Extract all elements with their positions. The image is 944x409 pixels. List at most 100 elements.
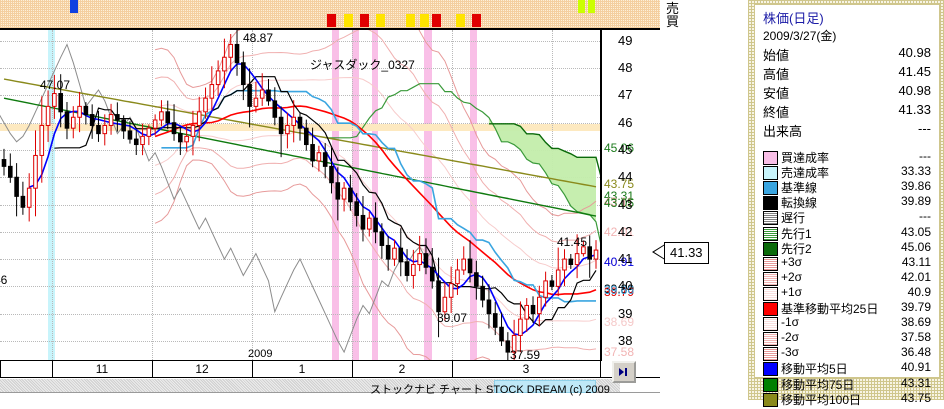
scrollbar-track[interactable] xyxy=(0,378,620,393)
candlestick xyxy=(537,296,542,315)
signal-marker-yellow[interactable] xyxy=(376,14,385,27)
signal-marker-yellow[interactable] xyxy=(420,14,429,27)
ohlc-row: 終値 41.33 xyxy=(763,102,931,121)
candlestick xyxy=(574,253,580,266)
legend-value: 33.33 xyxy=(900,164,931,179)
legend-color-swatch xyxy=(763,211,778,226)
candlestick xyxy=(417,253,422,266)
annotation-left-clipped: 46 xyxy=(0,273,8,287)
candlestick xyxy=(442,296,448,313)
legend-color-swatch xyxy=(763,166,778,181)
candlestick xyxy=(379,231,385,246)
legend-value: --- xyxy=(919,149,931,163)
gridline-v xyxy=(552,30,553,360)
candlestick xyxy=(297,116,303,129)
candlestick xyxy=(89,114,95,126)
gridline-h xyxy=(0,177,600,179)
signal-marker-red[interactable] xyxy=(472,14,481,27)
candlestick xyxy=(14,176,19,197)
series-value-label: 39.89 xyxy=(604,282,635,297)
legend-value: 43.75 xyxy=(900,390,931,405)
candlestick xyxy=(423,253,429,268)
callout-value: 41.33 xyxy=(664,242,709,264)
candlestick xyxy=(467,258,473,274)
legend-row[interactable]: +3σ 43.11 xyxy=(763,255,931,273)
scroll-right-button[interactable] xyxy=(612,361,636,383)
candlestick xyxy=(511,334,517,353)
candlestick xyxy=(259,89,265,99)
legend-value: 40.9 xyxy=(907,284,931,299)
legend-row[interactable]: 移動平均5日 40.91 xyxy=(763,360,931,378)
signal-marker-blue[interactable] xyxy=(70,0,78,13)
signal-marker-strip[interactable] xyxy=(0,0,660,30)
date-tick xyxy=(52,361,53,377)
candlestick xyxy=(39,124,45,156)
price-tick-49: 49 xyxy=(618,32,633,48)
candlestick xyxy=(385,244,391,260)
signal-marker-red[interactable] xyxy=(360,14,369,27)
legend-label: 移動平均75日 xyxy=(781,377,855,392)
ohlc-row: 出来高 --- xyxy=(763,121,931,140)
date-tick xyxy=(0,361,1,377)
candlestick xyxy=(102,124,108,135)
legend-row[interactable]: -2σ 37.58 xyxy=(763,330,931,348)
signal-row-upper xyxy=(0,0,660,13)
legend-row[interactable]: 先行1 43.05 xyxy=(763,225,931,243)
ohlc-key: 始値 xyxy=(763,48,790,63)
legend-row[interactable]: +2σ 42.01 xyxy=(763,270,931,288)
legend-label: 売達成率 xyxy=(781,166,830,181)
candlestick xyxy=(429,266,435,282)
legend-row[interactable]: -3σ 36.48 xyxy=(763,345,931,363)
candlestick xyxy=(152,119,158,129)
legend-row[interactable]: 移動平均75日 43.31 xyxy=(763,376,931,394)
legend-row[interactable]: 先行2 45.06 xyxy=(763,240,931,258)
candlestick xyxy=(33,154,38,189)
legend-row[interactable]: 買達成率 --- xyxy=(763,149,931,167)
series-value-label: 38.69 xyxy=(604,315,635,330)
legend-color-swatch xyxy=(763,151,778,165)
legend-row[interactable]: 遅行 --- xyxy=(763,209,931,227)
signal-marker-red[interactable] xyxy=(327,14,336,27)
price-plot-area[interactable]: 46 47.07 48.87 41.45 39.07 37.59 ジャスダック_0327 xyxy=(0,30,602,361)
candlestick xyxy=(127,130,133,140)
legend-label: +3σ xyxy=(781,254,803,269)
candlestick xyxy=(392,247,397,260)
series-value-label: 40.9 xyxy=(604,254,628,269)
info-panel: 株価(日足) 2009/3/27(金) 始値 40.98 高値 41.45 安値 40.9… xyxy=(748,0,944,407)
buy-signal-band xyxy=(424,30,432,360)
series-value-label: 40.91 xyxy=(604,254,635,269)
series-value-label: 39.79 xyxy=(604,285,635,300)
gridline-v xyxy=(52,30,53,360)
legend-label: 移動平均100日 xyxy=(781,392,862,407)
chart-scrollbar[interactable] xyxy=(0,361,660,393)
signal-marker-yellow[interactable] xyxy=(344,14,353,27)
candlestick xyxy=(555,269,561,287)
candlestick xyxy=(171,122,177,135)
signal-marker-yellow[interactable] xyxy=(406,14,415,27)
legend-value: 39.89 xyxy=(900,194,931,209)
signal-marker-yellow[interactable] xyxy=(456,14,465,27)
legend-row[interactable]: 転換線 39.89 xyxy=(763,194,931,212)
legend-label: -2σ xyxy=(781,330,800,345)
signal-marker-lime[interactable] xyxy=(578,0,585,13)
legend-row[interactable]: +1σ 40.9 xyxy=(763,285,931,303)
ohlc-key: 出来高 xyxy=(763,124,803,139)
price-tick-38: 38 xyxy=(618,332,633,348)
signal-marker-red[interactable] xyxy=(432,14,441,27)
candlestick xyxy=(222,56,227,72)
candlestick xyxy=(322,152,328,167)
legend-row[interactable]: 売達成率 33.33 xyxy=(763,164,931,182)
date-axis-label-2: 2 xyxy=(398,362,406,376)
candlestick xyxy=(404,261,410,276)
legend-label: 先行2 xyxy=(781,241,812,256)
sigma-plus1-line xyxy=(154,76,597,269)
signal-marker-lime[interactable] xyxy=(588,0,595,13)
scrollbar-thumb[interactable] xyxy=(494,380,596,393)
candlestick xyxy=(253,97,259,107)
candlestick xyxy=(178,133,183,143)
legend-row[interactable]: 基準線 39.86 xyxy=(763,179,931,197)
date-tick xyxy=(152,361,153,377)
legend-row[interactable]: -1σ 38.69 xyxy=(763,315,931,333)
legend-row[interactable]: 基準移動平均25日 39.79 xyxy=(763,300,931,318)
candlestick xyxy=(146,127,152,137)
